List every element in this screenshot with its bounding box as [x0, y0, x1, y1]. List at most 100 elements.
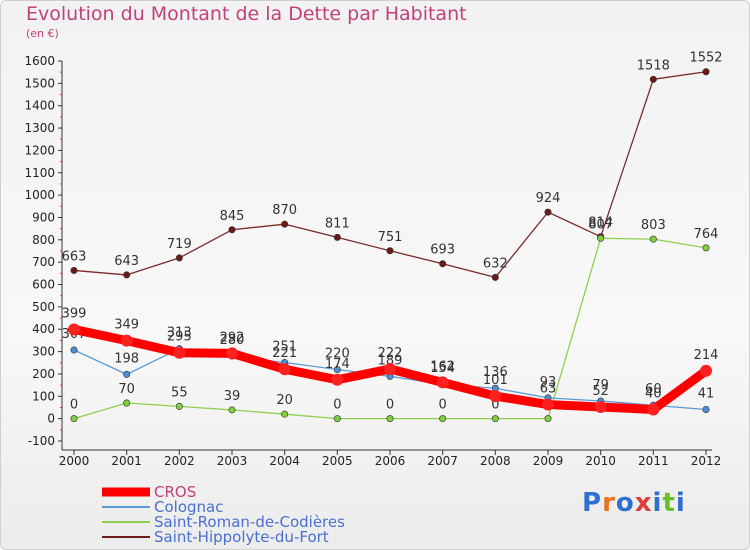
data-label: 189: [378, 353, 403, 368]
x-tick-label: 2006: [375, 454, 406, 468]
x-tick-label: 2009: [533, 454, 564, 468]
y-tick-label: 1100: [24, 166, 55, 180]
data-label: 0: [70, 398, 78, 413]
y-tick-label: 500: [32, 300, 55, 314]
data-point: [489, 390, 502, 403]
data-point: [70, 415, 78, 423]
x-tick-label: 2002: [164, 454, 195, 468]
data-label: 0: [386, 398, 394, 413]
data-label: 79: [592, 378, 609, 393]
data-label: 643: [114, 254, 139, 269]
series-saint-hippolyte-du-fort: 663 643 719 845 870 811 751 693 632 924 814 1518 155…: [62, 51, 723, 281]
legend-label: Colognac: [154, 498, 223, 516]
x-tick-label: 2012: [691, 454, 722, 468]
y-tick-label: 400: [32, 322, 55, 336]
data-point: [491, 273, 499, 281]
data-point: [68, 323, 80, 336]
data-label: 280: [220, 333, 245, 348]
x-tick-label: 2005: [322, 454, 353, 468]
data-label: 136: [483, 365, 508, 380]
series-colognac: 30719831328025122018915413693796041: [62, 326, 714, 413]
x-tick-label: 2011: [638, 454, 669, 468]
data-label: 55: [171, 385, 188, 400]
legend-label: CROS: [154, 483, 196, 501]
y-tick-label: 700: [32, 255, 55, 269]
data-point: [597, 234, 605, 242]
data-label: 174: [325, 357, 350, 372]
y-tick-label: 1400: [24, 99, 55, 113]
data-label: 0: [491, 398, 499, 413]
y-tick-label: 1200: [24, 143, 55, 157]
data-label: 162: [430, 359, 455, 374]
data-label: 764: [694, 227, 719, 242]
data-point: [436, 376, 449, 389]
data-label: 632: [483, 256, 508, 271]
data-point: [281, 220, 289, 228]
data-point: [649, 75, 657, 83]
data-point: [700, 364, 712, 377]
x-tick-label: 2008: [480, 454, 511, 468]
data-label: 295: [167, 330, 192, 345]
y-tick-label: 900: [32, 210, 55, 224]
data-point: [173, 346, 186, 359]
data-label: 845: [220, 209, 245, 224]
data-label: 93: [540, 375, 557, 390]
data-label: 803: [641, 218, 666, 233]
data-label: 814: [588, 216, 613, 231]
data-point: [278, 363, 291, 376]
data-point: [702, 405, 710, 413]
data-point: [175, 402, 183, 410]
data-label: 20: [276, 393, 293, 408]
data-point: [333, 365, 341, 373]
data-point: [647, 403, 660, 416]
data-label: 60: [645, 382, 662, 397]
data-point: [228, 226, 236, 234]
x-tick-label: 2007: [427, 454, 458, 468]
data-label: 214: [694, 348, 719, 363]
data-point: [542, 398, 554, 411]
data-label: 70: [118, 382, 135, 397]
data-point: [702, 244, 710, 252]
data-point: [386, 415, 394, 423]
legend-label: Saint-Hippolyte-du-Fort: [154, 528, 329, 546]
x-tick-label: 2001: [111, 454, 142, 468]
data-label: 292: [220, 330, 245, 345]
x-tick-label: 2003: [217, 454, 248, 468]
y-tick-label: 200: [32, 367, 55, 381]
data-label: 663: [62, 249, 87, 264]
data-point: [123, 399, 131, 407]
chart-title: Evolution du Montant de la Dette par Hab…: [26, 3, 467, 25]
data-label: 349: [114, 318, 139, 333]
data-point: [226, 347, 238, 360]
data-label: 313: [167, 326, 192, 341]
data-point: [544, 208, 552, 216]
x-tick-label: 2004: [269, 454, 300, 468]
data-point: [649, 235, 657, 243]
data-point: [120, 334, 133, 347]
y-tick-label: 1000: [24, 188, 55, 202]
data-label: 154: [430, 361, 455, 376]
data-point: [594, 401, 607, 414]
data-label: 220: [325, 346, 350, 361]
data-label: 40: [645, 386, 662, 401]
x-tick-label: 2000: [59, 454, 90, 468]
data-label: 807: [588, 217, 613, 232]
y-tick-label: 1300: [24, 121, 55, 135]
data-label: 52: [592, 384, 609, 399]
data-label: 870: [272, 203, 297, 218]
data-point: [228, 406, 236, 414]
data-label: 719: [167, 237, 192, 252]
data-point: [175, 254, 183, 262]
series-cros: 399 349 295 292 221 174 222 162 101 63 52 40 214: [62, 306, 719, 416]
data-label: 1518: [637, 58, 670, 73]
data-label: 924: [536, 191, 561, 206]
x-tick-label: 2010: [585, 454, 616, 468]
data-label: 222: [378, 346, 403, 361]
y-tick-label: 100: [32, 389, 55, 403]
y-tick-label: -100: [28, 434, 55, 448]
legend-item: CROS: [102, 483, 196, 501]
data-point: [386, 247, 394, 255]
data-label: 1552: [689, 51, 722, 66]
data-point: [491, 415, 499, 423]
